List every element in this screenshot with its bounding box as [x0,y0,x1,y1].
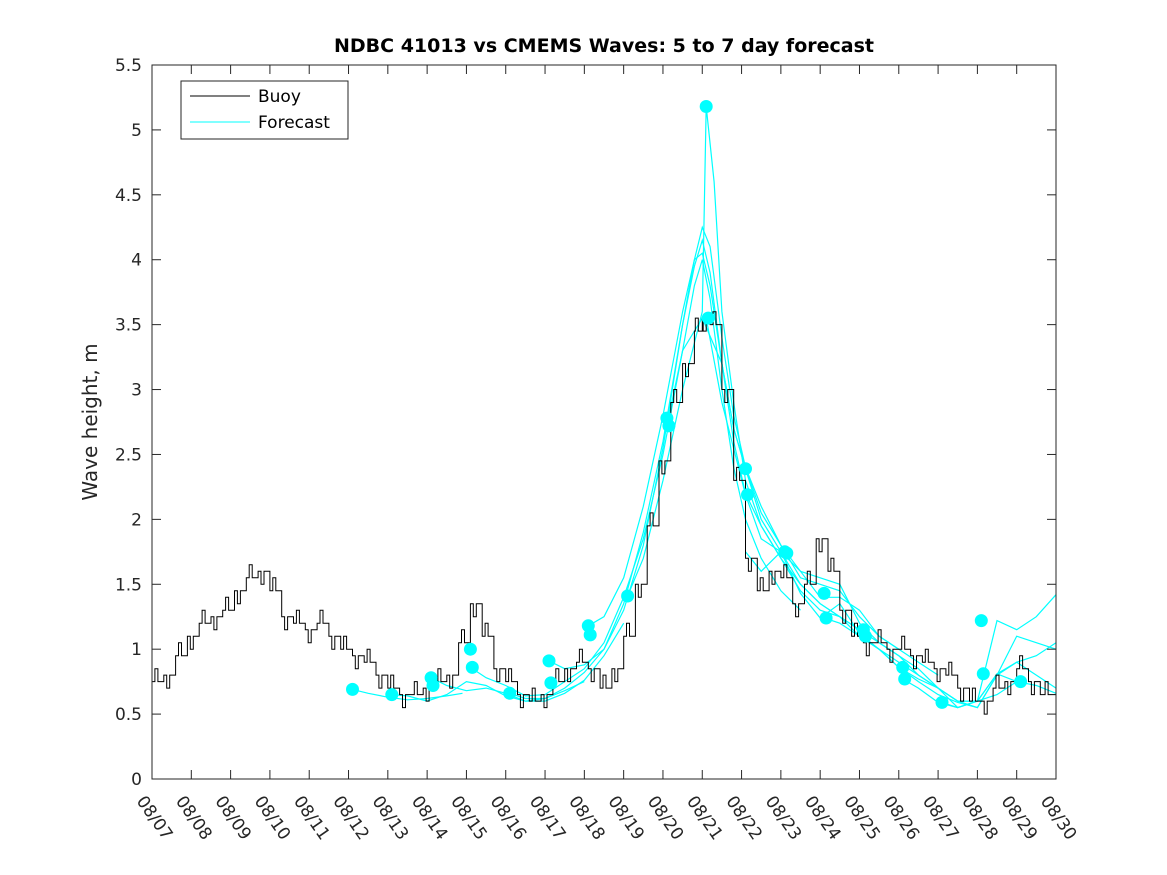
forecast-marker-24 [858,629,872,643]
forecast-marker-11 [583,628,597,642]
forecast-marker-25 [896,660,910,674]
y-tick-label-7: 3.5 [115,316,142,336]
legend: Buoy Forecast [180,80,349,140]
forecast-marker-26 [898,672,912,686]
forecast-marker-28 [974,614,988,628]
y-tick-label-10: 5 [131,121,142,141]
forecast-marker-4 [426,679,440,692]
forecast-marker-7 [503,686,517,700]
forecast-marker-9 [544,676,558,690]
legend-box [180,80,349,140]
forecast-marker-1 [346,682,359,696]
forecast-marker-27 [935,695,949,709]
forecast-line-2 [391,680,585,702]
forecast-marker-16 [701,311,715,325]
legend-forecast-label: Forecast [258,113,330,133]
forecast-marker-8 [542,654,556,668]
y-tick-label-3: 1.5 [115,575,142,595]
y-tick-label-2: 1 [131,640,142,660]
forecast-line-1 [352,688,463,701]
y-tick-label-9: 4.5 [115,186,142,206]
y-tick-label-5: 2.5 [115,445,142,465]
forecast-marker-18 [741,488,754,502]
y-axis-label: Wave height, m [78,343,102,500]
forecast-marker-20 [780,546,794,560]
y-tick-label-8: 4 [131,251,142,271]
plot-box [151,64,1057,780]
y-tick-label-6: 3 [131,381,142,401]
y-tick-label-4: 2 [131,510,142,530]
forecast-marker-6 [465,660,479,674]
plot-area [152,65,1056,779]
forecast-marker-5 [463,642,477,656]
forecast-marker-17 [739,462,752,476]
forecast-marker-14 [662,419,676,433]
legend-buoy-label: Buoy [258,87,301,107]
chart-title: NDBC 41013 vs CMEMS Waves: 5 to 7 day fo… [334,35,874,57]
y-tick-label-11: 5.5 [115,56,142,76]
forecast-marker-29 [976,667,990,681]
forecast-marker-30 [1014,675,1028,689]
forecast-marker-15 [699,100,713,113]
forecast-line-9 [666,316,1018,709]
buoy-line [152,311,1057,715]
forecast-line-14 [941,673,1057,709]
forecast-marker-22 [819,611,833,625]
forecast-marker-12 [621,589,635,603]
y-tick-label-0: 0 [131,770,142,790]
forecast-line-6 [548,225,900,670]
series-layer [152,100,1057,715]
forecast-marker-2 [385,688,399,702]
forecast-marker-21 [817,586,831,600]
y-tick-label-1: 0.5 [115,705,142,725]
